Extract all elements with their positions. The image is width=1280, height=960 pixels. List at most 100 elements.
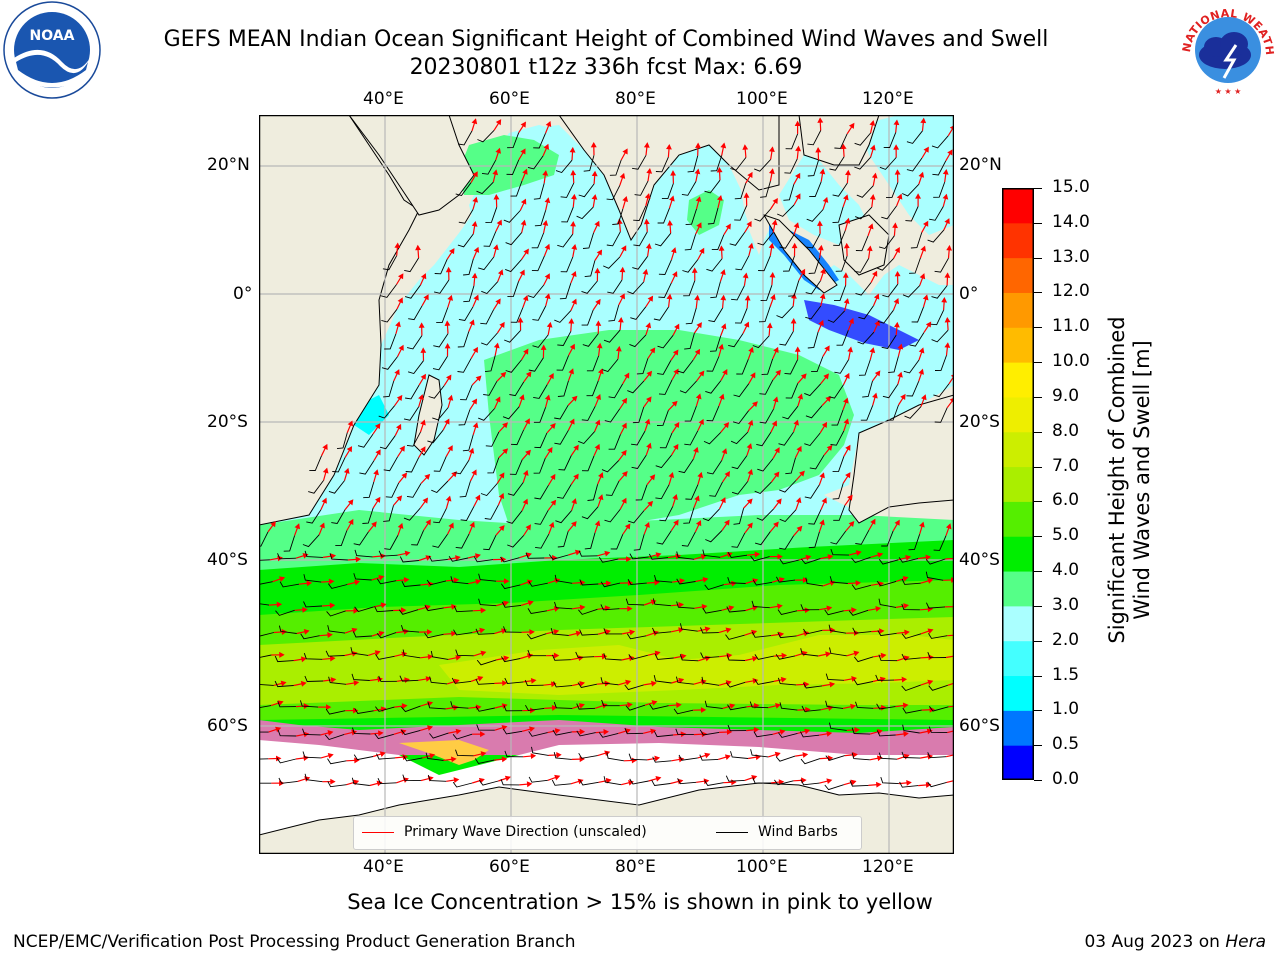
wave-direction-arrowhead	[817, 220, 823, 226]
wave-direction-arrowhead	[643, 218, 650, 225]
wind-barb	[904, 406, 922, 419]
wind-barb	[533, 407, 547, 423]
wind-barb	[560, 182, 575, 198]
wave-direction-arrowhead	[869, 120, 876, 126]
wind-barb	[851, 752, 870, 761]
wind-barb	[548, 554, 569, 560]
wave-direction-arrowhead	[571, 521, 577, 528]
wave-direction-arrowhead	[378, 730, 384, 737]
colorbar-segment	[1002, 431, 1034, 468]
wind-barb	[661, 183, 674, 200]
wave-direction-arrowhead	[797, 393, 803, 400]
wind-barb	[608, 383, 623, 399]
wind-barb	[811, 356, 824, 373]
lon-label-top-120e: 120°E	[862, 89, 914, 109]
wind-barb	[707, 207, 719, 225]
wave-direction-arrowhead	[802, 752, 809, 758]
colorbar-tick-mark	[1034, 362, 1042, 364]
wave-direction-arrowhead	[578, 703, 585, 709]
wave-direction-arrowhead	[695, 393, 702, 400]
wind-barb	[524, 679, 544, 687]
wind-barb	[484, 355, 496, 373]
wave-direction-arrowhead	[753, 726, 760, 733]
wave-direction-arrowhead	[495, 119, 502, 126]
wind-barb	[477, 129, 495, 143]
wind-barb	[805, 305, 822, 320]
wind-barb	[901, 603, 920, 611]
wind-barb	[624, 727, 644, 735]
wave-direction-arrowhead	[752, 401, 758, 408]
wave-direction-arrowhead	[746, 443, 753, 450]
wave-direction-arrowhead	[327, 632, 333, 638]
wave-direction-arrowhead	[378, 630, 385, 637]
wave-direction-arrowhead	[829, 681, 836, 688]
wind-barb	[627, 510, 645, 524]
wind-barb	[581, 506, 599, 520]
wave-direction-arrowhead	[300, 656, 307, 663]
wind-barb	[849, 780, 869, 787]
wind-barb	[910, 232, 923, 249]
wind-barb	[575, 651, 595, 658]
wind-barb	[478, 779, 499, 786]
wave-direction-arrowhead	[479, 627, 486, 634]
wave-direction-arrowhead	[646, 167, 653, 174]
colorbar-segment	[1002, 327, 1034, 363]
wind-barb	[800, 604, 820, 611]
wind-barb	[830, 430, 845, 446]
wind-barb	[679, 380, 697, 394]
wave-direction-arrowhead	[394, 369, 400, 376]
wind-barb	[633, 231, 648, 247]
wind-barb	[402, 774, 421, 782]
wind-barb	[732, 410, 749, 425]
wind-barb	[902, 707, 922, 714]
wind-barb	[480, 309, 495, 325]
wave-direction-arrowhead	[621, 397, 628, 404]
wave-direction-arrowhead	[497, 269, 504, 276]
wave-direction-arrowhead	[529, 726, 536, 733]
colorbar-tick-mark	[1034, 501, 1042, 503]
wave-direction-arrowhead	[645, 322, 652, 329]
wind-barb	[354, 708, 374, 714]
wind-barb	[928, 633, 948, 639]
wind-barb	[632, 155, 647, 170]
wave-direction-arrowhead	[329, 602, 336, 609]
wind-barb	[351, 777, 370, 786]
colorbar-segment	[1002, 745, 1034, 781]
wind-barb	[901, 633, 922, 639]
wind-barb	[351, 673, 370, 681]
wind-barb	[625, 598, 645, 606]
wave-direction-arrowhead	[569, 418, 575, 425]
arabia-land	[348, 115, 475, 216]
wave-direction-arrowhead	[473, 294, 479, 301]
wind-barb	[800, 758, 821, 765]
wind-barb	[800, 648, 819, 657]
wave-direction-arrowhead	[544, 197, 551, 204]
wave-direction-arrowhead	[925, 554, 932, 561]
wind-barb	[681, 531, 696, 547]
wind-barb	[631, 430, 646, 446]
wave-direction-arrowhead	[654, 755, 661, 762]
wind-barb	[652, 598, 671, 607]
wind-barb	[929, 206, 944, 221]
wave-direction-arrowhead	[375, 496, 381, 503]
wave-direction-arrowhead	[671, 400, 678, 407]
wind-barb	[761, 358, 774, 375]
wave-direction-arrowhead	[575, 630, 582, 637]
wave-direction-arrowhead	[650, 728, 657, 735]
colorbar-tick-mark	[1034, 571, 1042, 573]
wave-direction-arrowhead	[791, 242, 798, 249]
wind-barb	[582, 333, 599, 347]
wave-direction-arrowhead	[306, 580, 313, 587]
wind-barb	[911, 306, 924, 323]
wave-direction-arrowhead	[654, 579, 660, 586]
wind-barb	[506, 159, 520, 175]
wind-barb	[754, 531, 771, 546]
colorbar-tick-mark	[1034, 640, 1042, 642]
wind-barb	[302, 728, 321, 736]
wave-direction-arrowhead	[819, 472, 825, 479]
wave-direction-arrow	[945, 655, 954, 659]
wind-barb	[653, 574, 673, 583]
wind-barb	[403, 406, 420, 421]
wind-barb	[730, 157, 747, 171]
wave-direction-arrowhead	[747, 469, 753, 475]
